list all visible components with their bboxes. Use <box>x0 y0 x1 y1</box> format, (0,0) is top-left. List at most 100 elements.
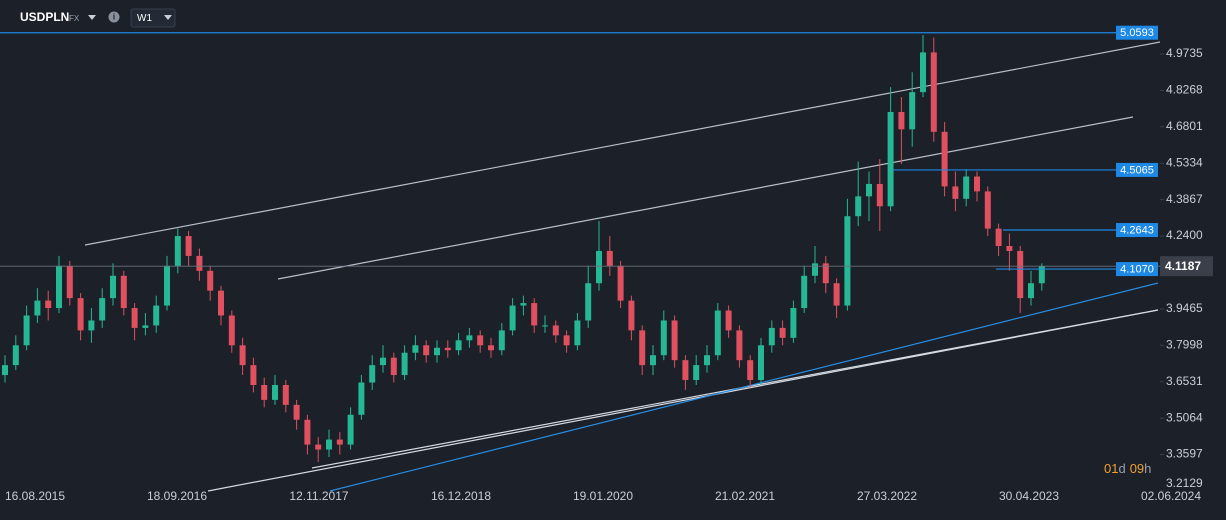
candle-body <box>1006 245 1013 251</box>
candle-body <box>768 327 775 346</box>
candle-body <box>639 330 646 366</box>
candle-body <box>1038 266 1045 284</box>
candle-body <box>779 327 786 338</box>
candle-body <box>423 345 430 356</box>
x-tick-label: 19.01.2020 <box>573 489 633 503</box>
countdown-days: 01 <box>1104 461 1118 476</box>
timeframe-box[interactable] <box>130 8 176 28</box>
y-tick-label: 4.9735 <box>1166 46 1203 60</box>
candle-body <box>855 196 862 217</box>
candle-body <box>207 270 214 291</box>
candle-body <box>1017 250 1024 299</box>
candle-body <box>758 345 764 381</box>
candle-body <box>704 355 710 366</box>
x-tick-label: 12.11.2017 <box>289 489 348 503</box>
last-price-box <box>1160 256 1213 277</box>
candle-body <box>984 191 991 229</box>
candle-body <box>401 352 408 376</box>
level-label: 4.2643 <box>1120 224 1154 236</box>
y-tick-label: 3.6531 <box>1166 374 1203 388</box>
candle-body <box>434 347 440 356</box>
level-label-box <box>1116 262 1158 277</box>
candle-body <box>963 176 970 199</box>
candle-body <box>110 275 116 299</box>
candle-body <box>596 250 602 284</box>
y-tick-label: 3.9465 <box>1166 301 1203 315</box>
candle-body <box>390 357 397 376</box>
x-tick-label: 16.12.2018 <box>431 489 491 503</box>
candle-body <box>142 325 149 328</box>
candle-body <box>412 345 419 353</box>
market: FX <box>69 14 80 23</box>
overlay: 4.97354.82684.68014.53344.38674.24004.09… <box>0 25 1213 503</box>
candle-body <box>347 414 354 445</box>
symbol[interactable]: USDPLN <box>20 10 69 24</box>
candle-body <box>974 176 980 192</box>
candle-body <box>520 303 527 306</box>
candle-body <box>2 365 8 376</box>
candle-body <box>12 345 19 366</box>
candle-body <box>606 250 613 266</box>
drawings <box>84 41 1161 492</box>
candle-body <box>56 265 62 309</box>
info-icon[interactable] <box>108 11 120 23</box>
y-tick-label: 4.5334 <box>1166 155 1203 169</box>
candle-body <box>887 111 894 207</box>
candle-body <box>1028 283 1034 299</box>
candle-body <box>920 52 926 93</box>
level-label: 5.0593 <box>1120 27 1154 39</box>
info-icon-text: i <box>113 13 115 22</box>
candle-body <box>930 52 937 132</box>
candle-body <box>326 439 332 450</box>
countdown-hours-unit: h <box>1144 461 1151 476</box>
level-label-box <box>1116 25 1158 40</box>
x-tick-label: 21.02.2021 <box>715 489 775 503</box>
candle-body <box>261 384 268 400</box>
candle-body <box>45 300 52 309</box>
trendline <box>329 282 1159 492</box>
x-tick-label: 30.04.2023 <box>999 489 1059 503</box>
candle-body <box>34 300 41 316</box>
y-tick-label: 3.7998 <box>1166 338 1203 352</box>
candle-body <box>250 365 257 385</box>
candle-body <box>693 365 700 381</box>
candle-body <box>552 325 559 336</box>
candle-body <box>941 131 948 187</box>
candle-body <box>509 305 516 331</box>
timeframe-dropdown[interactable] <box>164 15 172 20</box>
x-tick-label: 27.03.2022 <box>857 489 917 503</box>
level-label: 4.5065 <box>1120 164 1154 176</box>
candle-body <box>531 303 538 326</box>
candle-body <box>952 186 959 199</box>
candle-body <box>650 355 656 366</box>
candle-body <box>542 325 548 327</box>
candle-body <box>23 315 30 346</box>
candle-body <box>336 439 343 445</box>
candle-body <box>488 345 494 351</box>
candle-body <box>239 345 246 366</box>
candle-body <box>272 384 278 400</box>
candle-body <box>455 340 462 351</box>
countdown: 01d 09h <box>1104 461 1151 476</box>
candle-body <box>790 308 797 338</box>
symbol-dropdown[interactable] <box>88 15 96 20</box>
candle-body <box>444 347 451 351</box>
candle-body <box>153 305 160 326</box>
candle-body <box>315 444 322 450</box>
y-tick-label: 4.6801 <box>1166 119 1203 133</box>
candle-body <box>77 298 84 331</box>
candle-body <box>801 275 808 309</box>
trendline <box>84 41 1161 246</box>
candle-body <box>88 320 95 331</box>
candle-body <box>477 335 484 346</box>
y-tick-label: 4.8268 <box>1166 83 1203 97</box>
candle-body <box>563 335 570 346</box>
last-price-label: 4.1187 <box>1165 259 1201 273</box>
y-tick-label: 3.2129 <box>1166 476 1203 490</box>
candle-body <box>164 265 170 306</box>
candle-body <box>714 310 721 356</box>
candle-body <box>617 265 624 301</box>
candle-body <box>466 335 473 341</box>
candle-body <box>358 382 365 415</box>
